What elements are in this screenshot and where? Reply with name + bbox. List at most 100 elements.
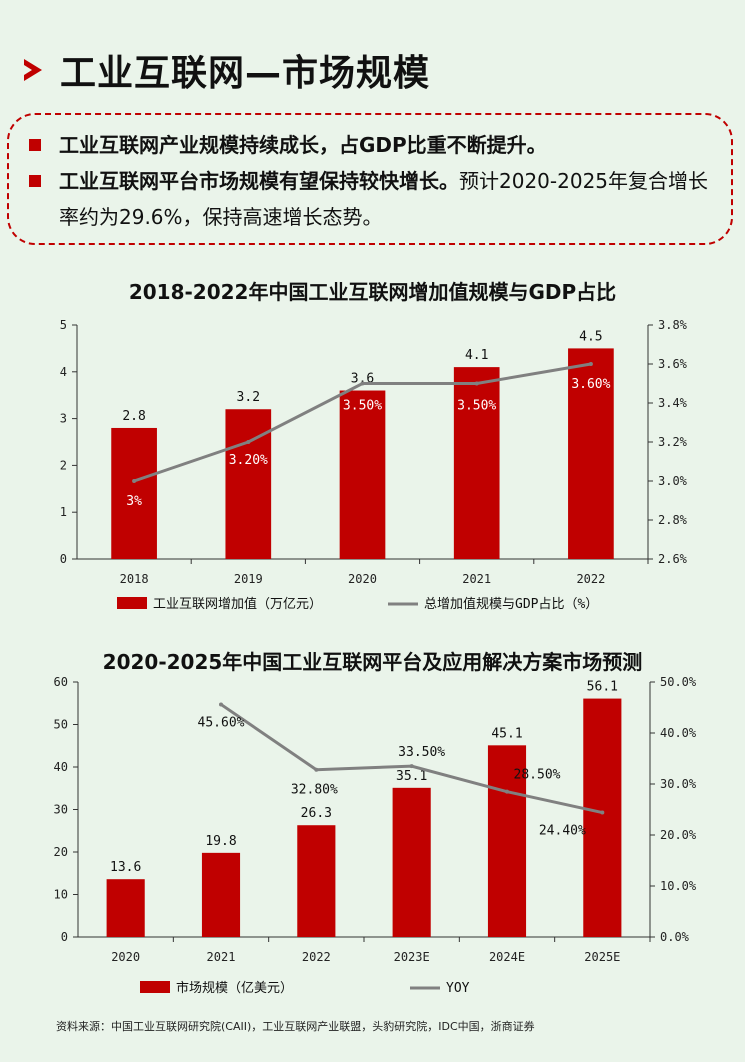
x-tick-label: 2020 <box>111 950 140 964</box>
x-tick-label: 2025E <box>584 950 620 964</box>
legend-bar-label: 工业互联网增加值（万亿元） <box>153 596 322 612</box>
bar-value-label: 13.6 <box>110 860 141 875</box>
legend-line-label: YOY <box>446 981 470 996</box>
square-bullet-icon <box>29 139 41 151</box>
left-tick-label: 2 <box>60 458 67 472</box>
bullet-text: 工业互联网平台市场规模有望保持较快增长。预计2020-2025年复合增长率约为2… <box>59 163 711 235</box>
right-tick-label: 2.8% <box>658 513 688 527</box>
chart1-title: 2018-2022年中国工业互联网增加值规模与GDP占比 <box>128 280 617 304</box>
bar-value-label: 56.1 <box>587 680 618 695</box>
line-point <box>314 767 319 772</box>
chart2-title: 2020-2025年中国工业互联网平台及应用解决方案市场预测 <box>102 650 643 674</box>
right-tick-label: 3.6% <box>658 357 688 371</box>
line-value-label: 3.20% <box>229 453 268 468</box>
source-note: 资料来源：中国工业互联网研究院(CAII)，工业互联网产业联盟，头豹研究院，ID… <box>56 1020 535 1033</box>
bar <box>339 390 386 559</box>
line-value-label: 33.50% <box>398 745 445 760</box>
left-tick-label: 50 <box>54 718 68 732</box>
right-tick-label: 20.0% <box>660 828 697 842</box>
bar-value-label: 3.2 <box>237 390 260 405</box>
square-bullet-icon <box>29 175 41 187</box>
x-tick-label: 2022 <box>302 950 331 964</box>
left-tick-label: 3 <box>60 412 67 426</box>
line-value-label: 3.50% <box>343 399 382 414</box>
bar <box>297 825 336 937</box>
header: 工业互联网—市场规模 <box>24 40 430 100</box>
line-point <box>246 440 251 444</box>
line-value-label: 28.50% <box>514 768 561 783</box>
bar-value-label: 4.5 <box>579 329 602 344</box>
line-value-label: 3% <box>126 494 142 509</box>
x-tick-label: 2019 <box>234 572 263 586</box>
bar-value-label: 35.1 <box>396 769 427 784</box>
left-tick-label: 40 <box>54 760 68 774</box>
line-value-label: 3.50% <box>457 399 496 414</box>
right-tick-label: 3.4% <box>658 396 688 410</box>
bar <box>487 745 527 937</box>
x-tick-label: 2021 <box>462 572 491 586</box>
bar-value-label: 2.8 <box>122 409 145 424</box>
chart1: 0 1 2 3 4 5 2.6% 2.8% 3.0% 3.2% 3.4% 3.6% 3.8% 2.8 201… <box>60 318 688 612</box>
left-tick-label: 30 <box>54 803 68 817</box>
triangle-arrow-icon <box>24 59 42 81</box>
bar <box>583 698 622 937</box>
right-tick-label: 3.0% <box>658 474 688 488</box>
right-tick-label: 2.6% <box>658 552 688 566</box>
left-tick-label: 0 <box>60 552 67 566</box>
bar-value-label: 4.1 <box>465 348 488 363</box>
legend-line-label: 总增加值规模与GDP占比（%） <box>424 596 598 612</box>
x-tick-label: 2024E <box>489 950 525 964</box>
bullet-body: 预计2020-2025年复合增长率约为29.6%，保持高速增长态势。 <box>59 169 709 229</box>
x-tick-label: 2022 <box>576 572 605 586</box>
right-tick-label: 3.2% <box>658 435 688 449</box>
chart2: 0 10 20 30 40 50 60 0.0% 10.0% 20.0% 30.0% 40.0% 50.… <box>54 675 697 996</box>
bar <box>453 367 500 559</box>
left-tick-label: 20 <box>54 845 68 859</box>
bullet-bold: 工业互联网平台市场规模有望保持较快增长。 <box>59 169 459 193</box>
line-point <box>588 362 593 366</box>
x-tick-label: 2018 <box>120 572 149 586</box>
bar <box>225 409 272 559</box>
line-value-label: 3.60% <box>571 377 610 392</box>
legend-bar-label: 市场规模（亿美元） <box>176 980 293 996</box>
left-tick-label: 10 <box>54 888 68 902</box>
right-tick-label: 3.8% <box>658 318 688 332</box>
right-tick-label: 50.0% <box>660 675 697 689</box>
bar-value-label: 26.3 <box>301 806 332 821</box>
line-point <box>600 810 605 815</box>
bullet-text: 工业互联网产业规模持续成长，占GDP比重不断提升。 <box>59 127 547 163</box>
line-point <box>219 702 223 707</box>
line-value-label: 45.60% <box>198 715 245 730</box>
legend-bar-swatch <box>117 597 147 609</box>
right-tick-label: 40.0% <box>660 726 697 740</box>
line-value-label: 32.80% <box>291 783 338 798</box>
line-point <box>505 789 509 794</box>
bar <box>568 348 614 559</box>
right-tick-label: 30.0% <box>660 777 697 791</box>
summary-box: 工业互联网产业规模持续成长，占GDP比重不断提升。 工业互联网平台市场规模有望保… <box>7 113 733 245</box>
line-point <box>409 764 414 769</box>
x-tick-label: 2023E <box>394 950 430 964</box>
right-tick-label: 10.0% <box>660 879 697 893</box>
bar <box>111 427 157 559</box>
line-point <box>360 381 365 386</box>
line-point <box>132 479 137 483</box>
summary-bullet-2: 工业互联网平台市场规模有望保持较快增长。预计2020-2025年复合增长率约为2… <box>29 163 711 235</box>
bar <box>201 852 241 937</box>
left-tick-label: 0 <box>61 930 68 944</box>
left-tick-label: 4 <box>60 365 67 379</box>
bullet-bold: 工业互联网产业规模持续成长，占GDP比重不断提升。 <box>59 133 547 157</box>
bar-value-label: 45.1 <box>491 726 522 741</box>
bar <box>106 879 145 937</box>
left-tick-label: 5 <box>60 318 67 332</box>
bar-value-label: 19.8 <box>205 834 236 849</box>
summary-bullet-1: 工业互联网产业规模持续成长，占GDP比重不断提升。 <box>29 127 711 163</box>
x-tick-label: 2020 <box>348 572 377 586</box>
legend-bar-swatch <box>140 981 170 993</box>
left-tick-label: 1 <box>60 505 67 519</box>
right-tick-label: 0.0% <box>660 930 690 944</box>
x-tick-label: 2021 <box>207 950 236 964</box>
bar <box>392 787 431 937</box>
page-title: 工业互联网—市场规模 <box>60 53 431 94</box>
line-point <box>474 381 479 386</box>
